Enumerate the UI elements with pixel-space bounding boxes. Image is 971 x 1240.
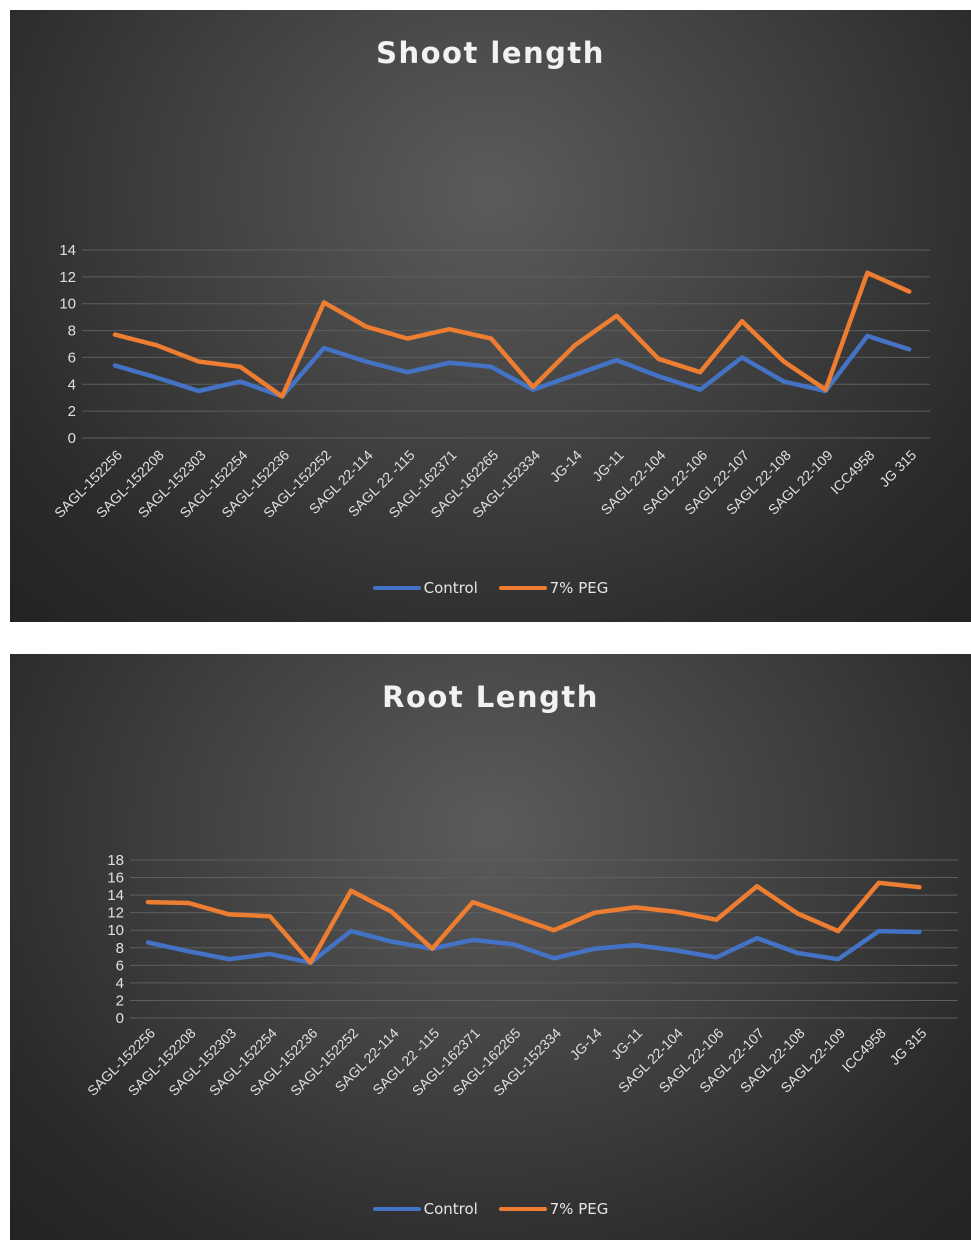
x-tick-label: JG-14 <box>566 1025 604 1063</box>
x-tick-label: JG-11 <box>589 447 627 485</box>
legend: Control 7% PEG <box>10 576 971 597</box>
legend: Control 7% PEG <box>10 1197 971 1218</box>
series-line-peg <box>112 270 912 399</box>
y-tick-label: 12 <box>107 905 124 922</box>
x-tick-label: JG 315 <box>876 447 919 490</box>
legend-swatch <box>372 586 421 590</box>
legend-swatch <box>498 586 547 590</box>
y-tick-label: 2 <box>68 403 76 420</box>
y-tick-label: 2 <box>116 992 124 1009</box>
x-tick-label: ICC4958 <box>827 447 878 498</box>
legend-label: 7% PEG <box>549 1200 609 1218</box>
y-tick-label: 0 <box>68 430 76 447</box>
chart-title: Root Length <box>382 680 599 714</box>
x-tick-label: JG-14 <box>547 447 585 485</box>
legend-label: Control <box>423 1200 478 1218</box>
y-tick-label: 8 <box>68 323 76 340</box>
y-tick-label: 0 <box>116 1010 124 1027</box>
y-tick-label: 6 <box>116 957 124 974</box>
legend-label: Control <box>423 579 478 597</box>
shoot-length-chart: Shoot length 0 2 4 6 8 10 12 14 SAGL-152256 SAGL-… <box>10 10 971 622</box>
x-tick-label: ICC4958 <box>839 1025 890 1076</box>
series-line-control <box>112 333 912 399</box>
legend-item-peg: 7% PEG <box>498 1200 609 1218</box>
chart-title: Shoot length <box>376 36 605 70</box>
y-tick-label: 4 <box>68 376 76 393</box>
y-tick-label: 10 <box>59 296 76 313</box>
legend-item-peg: 7% PEG <box>498 579 609 597</box>
x-tick-label: SAGL-152256 <box>84 1025 158 1099</box>
y-tick-label: 18 <box>107 852 124 869</box>
legend-swatch <box>372 1207 421 1211</box>
y-tick-label: 14 <box>59 242 76 259</box>
root-length-plot: 024681012141618SAGL-152256SAGL-152208SAG… <box>84 852 958 1099</box>
x-tick-label: JG 315 <box>886 1025 929 1068</box>
y-tick-label: 4 <box>116 975 124 992</box>
y-tick-label: 6 <box>68 349 76 366</box>
legend-item-control: Control <box>372 1200 478 1218</box>
legend-swatch <box>498 1207 547 1211</box>
legend-item-control: Control <box>372 579 478 597</box>
legend-label: 7% PEG <box>549 579 609 597</box>
series-line-control <box>145 928 922 965</box>
shoot-length-plot: 02468101214SAGL-152256SAGL-152208SAGL-15… <box>51 242 930 521</box>
y-tick-label: 14 <box>107 887 124 904</box>
x-tick-label: JG-11 <box>608 1025 646 1063</box>
y-tick-label: 10 <box>107 922 124 939</box>
y-tick-label: 8 <box>116 940 124 957</box>
y-tick-label: 12 <box>59 269 76 286</box>
series-line-peg <box>145 880 922 965</box>
root-length-chart: Root Length 0 2 4 6 8 10 12 14 16 18 SAGL-152256 SA… <box>10 654 971 1240</box>
y-tick-label: 16 <box>107 870 124 887</box>
